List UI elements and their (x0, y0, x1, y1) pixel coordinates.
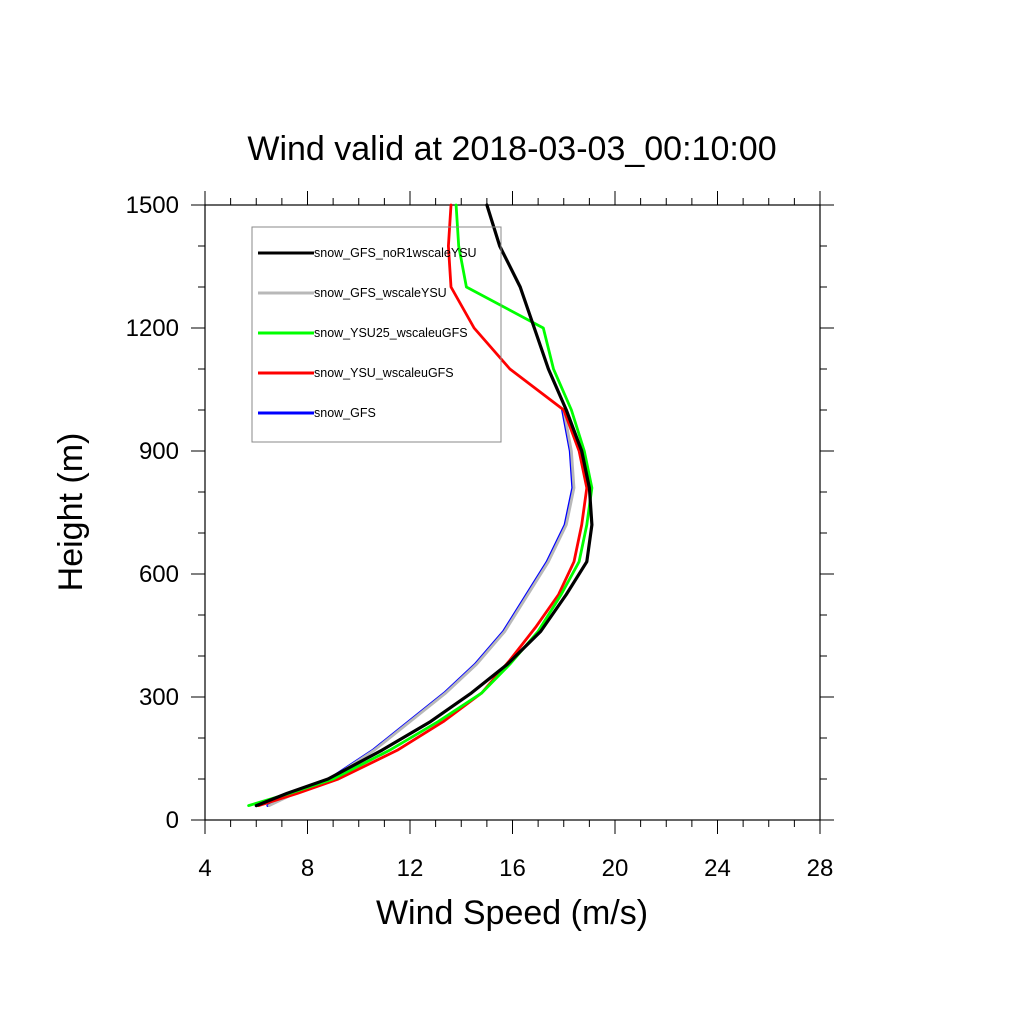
series-line (257, 203, 589, 807)
legend-label: snow_YSU_wscaleuGFS (314, 366, 454, 380)
x-tick-label: 4 (198, 855, 211, 882)
y-tick-label: 1500 (126, 192, 179, 219)
plot-area: 4 8 12 16 20 24 28 0 300 600 900 1200 1500 snow_GFS_n… (126, 191, 834, 882)
x-tick-label: 12 (397, 855, 424, 882)
x-axis-label: Wind Speed (m/s) (376, 894, 648, 932)
series-line (247, 203, 594, 807)
x-tick-label: 20 (602, 855, 629, 882)
series-line (266, 408, 575, 807)
series-line (267, 408, 576, 807)
x-tick-label: 24 (704, 855, 731, 882)
legend-label: snow_YSU25_wscaleuGFS (314, 326, 468, 340)
x-tick-label: 28 (807, 855, 834, 882)
y-axis-label: Height (m) (52, 433, 90, 592)
legend-label: snow_GFS (314, 406, 376, 420)
y-tick-label: 600 (139, 561, 179, 588)
y-tick-label: 900 (139, 438, 179, 465)
chart-title: Wind valid at 2018-03-03_00:10:00 (247, 130, 776, 168)
legend-label: snow_GFS_wscaleYSU (314, 286, 447, 300)
plot-frame (204, 204, 821, 821)
y-tick-label: 1200 (126, 315, 179, 342)
legend-box (251, 226, 502, 443)
series-line (254, 203, 594, 808)
y-tick-label: 300 (139, 684, 179, 711)
y-tick-label: 0 (166, 807, 179, 834)
x-tick-label: 16 (499, 855, 526, 882)
legend-label: snow_GFS_noR1wscaleYSU (314, 246, 477, 260)
x-tick-label: 8 (301, 855, 314, 882)
